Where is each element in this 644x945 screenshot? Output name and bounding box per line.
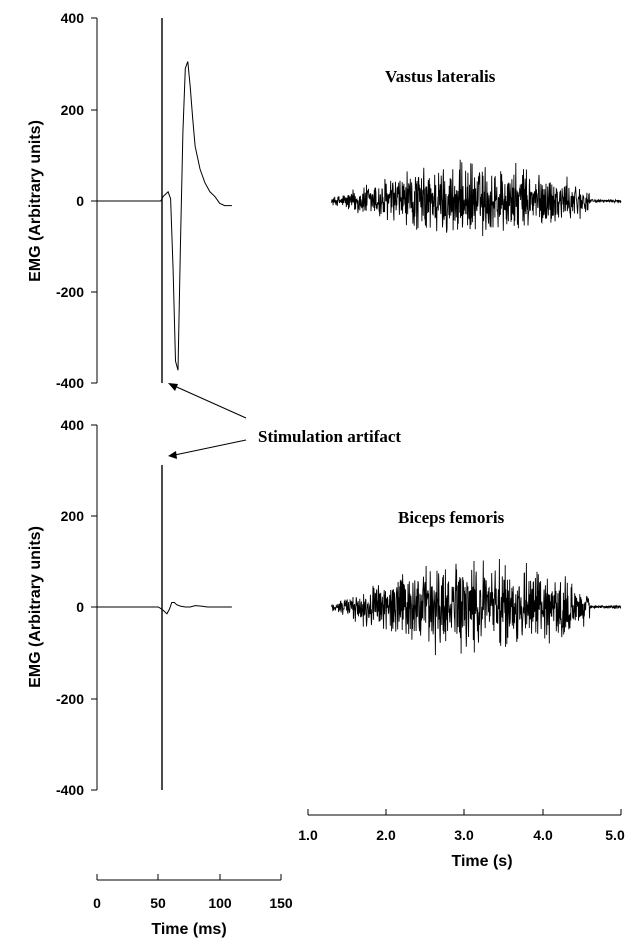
bottom-panel: 400 200 0 -200 -400 EMG (Arbitrary units… bbox=[27, 417, 622, 798]
top-ms-trace bbox=[97, 61, 232, 371]
x-s-tick-label: 3.0 bbox=[454, 827, 474, 843]
top-ytick-label: -400 bbox=[56, 375, 84, 391]
biceps-femoris-label: Biceps femoris bbox=[398, 508, 505, 527]
bottom-ytick-label: 0 bbox=[76, 599, 84, 615]
top-ytick-label: 400 bbox=[61, 10, 85, 26]
bottom-ms-trace bbox=[97, 602, 232, 615]
top-ytick-label: 0 bbox=[76, 193, 84, 209]
top-y-axis-title: EMG (Arbitrary units) bbox=[27, 120, 44, 282]
x-axis-seconds: 1.0 2.0 3.0 4.0 5.0 Time (s) bbox=[298, 809, 625, 870]
top-panel: 400 200 0 -200 -400 EMG (Arbitrary units… bbox=[27, 10, 622, 391]
top-s-trace bbox=[331, 159, 622, 237]
vastus-lateralis-label: Vastus lateralis bbox=[385, 67, 496, 86]
x-axis-milliseconds: 0 50 100 150 Time (ms) bbox=[93, 874, 293, 938]
arrow-to-bottom-artifact bbox=[169, 439, 247, 457]
x-s-axis-title: Time (s) bbox=[451, 853, 512, 870]
x-s-tick-label: 2.0 bbox=[376, 827, 396, 843]
stim-annotation: Stimulation artifact bbox=[168, 383, 401, 459]
x-ms-tick-label: 50 bbox=[150, 895, 166, 911]
x-ms-tick-label: 0 bbox=[93, 895, 101, 911]
x-s-tick-label: 4.0 bbox=[533, 827, 553, 843]
x-ms-tick-label: 150 bbox=[269, 895, 293, 911]
arrow-head-top bbox=[168, 383, 178, 391]
x-ms-tick-label: 100 bbox=[208, 895, 232, 911]
bottom-ytick-label: 200 bbox=[61, 508, 85, 524]
top-ytick-label: -200 bbox=[56, 284, 84, 300]
arrow-head-bottom bbox=[168, 451, 177, 459]
x-s-tick-label: 1.0 bbox=[298, 827, 318, 843]
bottom-ytick-label: 400 bbox=[61, 417, 85, 433]
top-ytick-label: 200 bbox=[61, 102, 85, 118]
x-ms-axis-title: Time (ms) bbox=[151, 921, 226, 938]
bottom-y-axis-title: EMG (Arbitrary units) bbox=[27, 526, 44, 688]
arrow-to-top-artifact bbox=[169, 383, 247, 419]
stimulation-artifact-label: Stimulation artifact bbox=[258, 427, 401, 446]
x-s-tick-label: 5.0 bbox=[605, 827, 625, 843]
bottom-s-trace bbox=[331, 558, 622, 656]
bottom-ytick-label: -400 bbox=[56, 782, 84, 798]
bottom-ytick-label: -200 bbox=[56, 691, 84, 707]
